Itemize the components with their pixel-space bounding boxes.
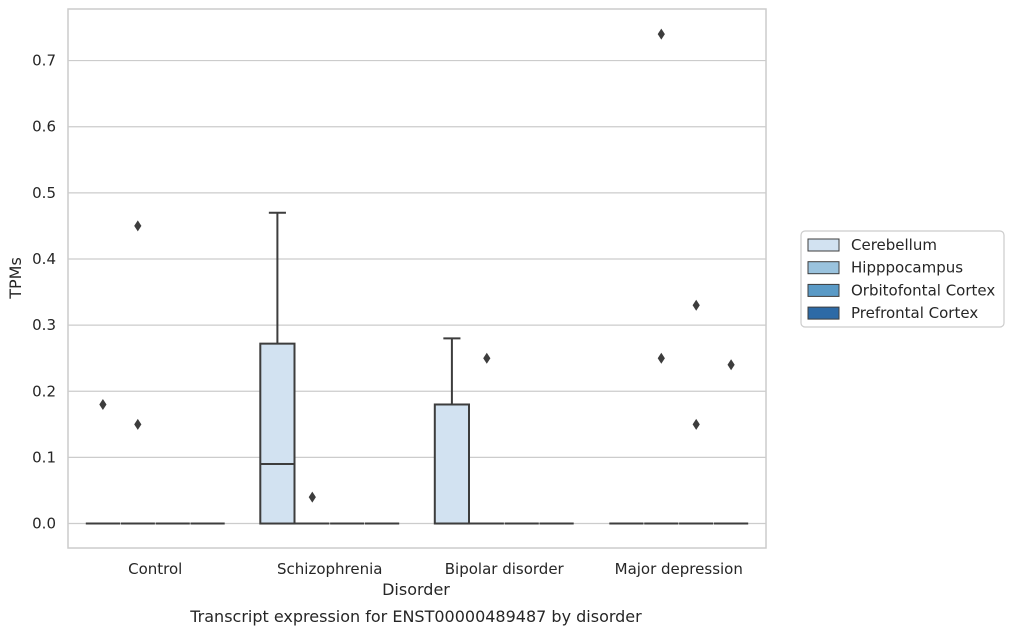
x-axis-label: Disorder — [382, 580, 450, 599]
outlier-point — [134, 418, 142, 430]
x-tick-label: Major depression — [615, 560, 743, 578]
legend-swatch — [807, 261, 840, 275]
plot-frame — [67, 8, 767, 549]
y-tick-label: 0.0 — [32, 515, 56, 533]
outlier-point — [483, 352, 491, 364]
legend-entry: Hipppocampus — [851, 259, 963, 277]
outlier-point — [692, 418, 700, 430]
legend-entry: Cerebellum — [851, 236, 937, 254]
outlier-point — [308, 491, 316, 503]
box — [295, 491, 330, 525]
y-tick-label: 0.5 — [32, 184, 56, 202]
x-tick-label: Schizophrenia — [277, 560, 382, 578]
y-tick-label: 0.7 — [32, 52, 56, 70]
outlier-point — [727, 359, 735, 371]
box — [433, 337, 471, 525]
x-tick-label: Control — [128, 560, 182, 578]
chart-caption: Transcript expression for ENST0000048948… — [189, 607, 642, 626]
box — [469, 352, 504, 525]
legend: Cerebellum Hipppocampus Orbitofontal Corte… — [800, 230, 1005, 328]
legend-swatch — [807, 238, 840, 252]
y-tick-label: 0.6 — [32, 118, 56, 136]
outlier-point — [134, 220, 142, 232]
box-iqr — [259, 342, 296, 525]
box — [120, 220, 155, 525]
box — [85, 398, 121, 525]
legend-frame — [800, 230, 1005, 328]
outlier-point — [692, 299, 700, 311]
box — [644, 28, 679, 525]
box-iqr — [433, 403, 471, 525]
legend-entry: Orbitofontal Cortex — [851, 281, 995, 299]
box-series-layer — [85, 28, 749, 525]
gridlines — [68, 59, 766, 525]
legend-swatch — [807, 283, 840, 297]
y-tick-label: 0.1 — [32, 448, 56, 466]
outlier-point — [99, 398, 107, 410]
outlier-point — [657, 28, 665, 40]
y-tick-label: 0.2 — [32, 382, 56, 400]
outlier-point — [657, 352, 665, 364]
x-axis-ticks: Control Schizophrenia Bipolar disorder Majo… — [128, 560, 743, 578]
y-axis-ticks: 0.0 0.1 0.2 0.3 0.4 0.5 0.6 0.7 — [32, 52, 56, 533]
legend-swatch — [807, 306, 840, 320]
box — [259, 211, 296, 525]
x-tick-label: Bipolar disorder — [445, 560, 565, 578]
y-tick-label: 0.3 — [32, 316, 56, 334]
box — [679, 299, 714, 525]
y-tick-label: 0.4 — [32, 250, 56, 268]
y-axis-label: TPMs — [6, 257, 25, 300]
legend-entry: Prefrontal Cortex — [851, 304, 978, 322]
box — [713, 359, 749, 525]
